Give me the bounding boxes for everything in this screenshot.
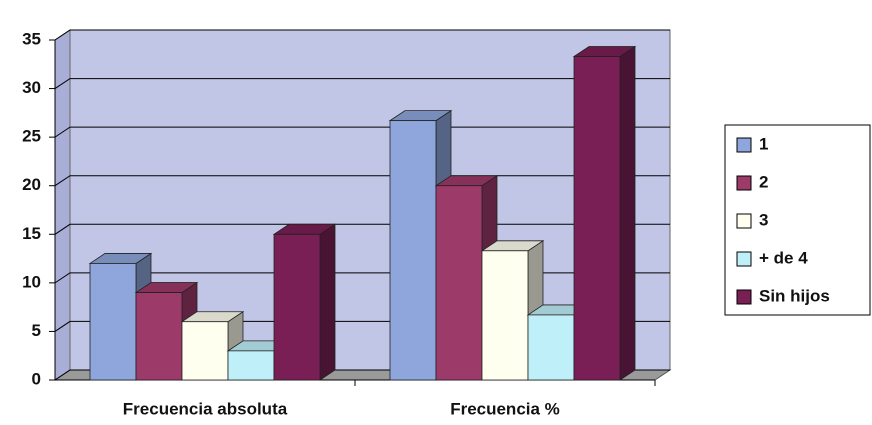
bar-side — [619, 45, 636, 381]
legend-label: 1 — [759, 134, 768, 153]
bar — [573, 56, 621, 381]
bar — [527, 314, 575, 381]
bar-side — [319, 223, 336, 381]
grid-line — [54, 29, 670, 41]
bar — [389, 120, 437, 381]
y-tick-label: 20 — [22, 175, 41, 194]
legend-label: + de 4 — [759, 248, 808, 267]
side-wall — [54, 29, 71, 381]
legend-label: Sin hijos — [759, 286, 830, 305]
x-tick-label: Frecuencia % — [450, 399, 560, 418]
legend-swatch — [736, 175, 752, 191]
bar — [181, 321, 229, 381]
bar — [273, 233, 321, 381]
grid-line — [54, 78, 670, 89]
legend-label: 3 — [759, 210, 768, 229]
bar — [227, 350, 275, 381]
y-tick-label: 15 — [22, 224, 41, 243]
legend-swatch — [736, 289, 752, 305]
bar — [89, 263, 137, 381]
x-tick-label: Frecuencia absoluta — [123, 399, 288, 418]
grid-line — [54, 126, 670, 138]
y-tick-label: 25 — [22, 127, 41, 146]
bar — [435, 185, 483, 381]
bar — [481, 250, 529, 381]
legend-label: 2 — [759, 172, 768, 191]
y-tick-label: 10 — [22, 272, 41, 291]
legend-swatch — [736, 137, 752, 153]
y-tick-label: 5 — [32, 321, 41, 340]
legend-swatch — [736, 251, 752, 267]
y-tick-label: 0 — [32, 369, 41, 388]
y-tick-label: 35 — [22, 29, 41, 48]
legend-swatch — [736, 213, 752, 229]
y-tick-label: 30 — [22, 78, 41, 97]
bar — [135, 292, 183, 381]
